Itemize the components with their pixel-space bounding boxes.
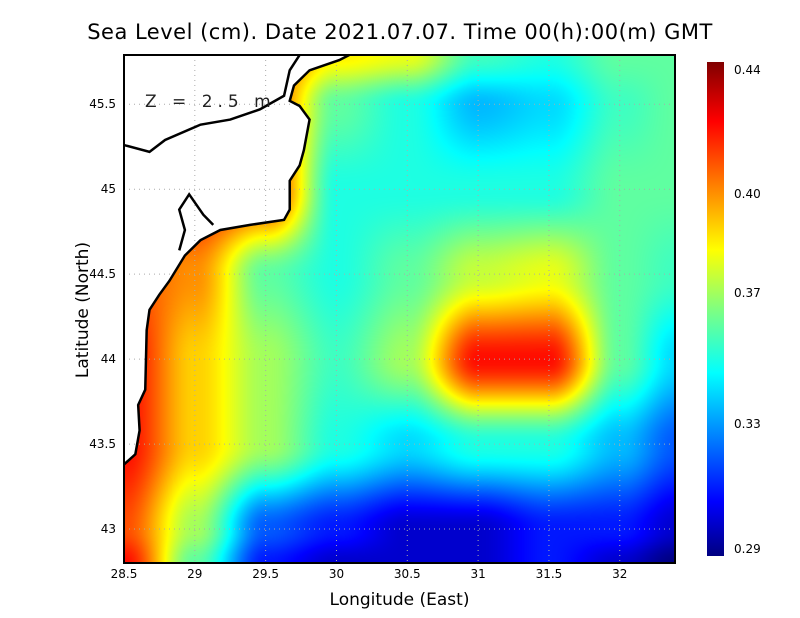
x-tick-label: 32 <box>612 567 628 581</box>
land-mask <box>124 55 350 465</box>
x-tick-label: 30 <box>328 567 345 581</box>
y-tick-label: 45 <box>100 182 116 197</box>
x-tick-label: 28.5 <box>110 567 138 581</box>
x-tick-label: 29 <box>187 567 203 581</box>
y-axis-label: Latitude (North) <box>73 241 93 379</box>
colorbar <box>707 62 724 556</box>
coastline <box>123 53 350 466</box>
x-tick-label: 31.5 <box>535 567 563 581</box>
colorbar-tick-label: 0.40 <box>734 186 761 201</box>
x-tick-label: 31 <box>470 567 486 581</box>
x-axis-label: Longitude (East) <box>329 590 470 610</box>
x-tick-label: 30.5 <box>393 567 421 581</box>
coastline-inner <box>123 54 301 154</box>
chart-title: Sea Level (cm). Date 2021.07.07. Time 00… <box>87 20 713 44</box>
y-tick-label: 45.5 <box>89 97 116 112</box>
colorbar-tick-label: 0.29 <box>734 542 761 556</box>
colorbar-tick-label: 0.33 <box>734 417 761 432</box>
y-tick-label: 43 <box>100 522 116 537</box>
colorbar-tick-label: 0.44 <box>734 63 761 77</box>
colorbar-tick-label: 0.37 <box>734 285 761 300</box>
x-tick-label: 29.5 <box>252 567 279 581</box>
y-tick-label: 44.5 <box>89 267 116 282</box>
coastline-inner <box>177 192 215 251</box>
plot-frame <box>123 54 676 564</box>
y-tick-label: 44 <box>100 352 116 367</box>
depth-annotation: Z = 2.5 m <box>145 92 276 112</box>
y-tick-label: 43.5 <box>89 437 116 452</box>
